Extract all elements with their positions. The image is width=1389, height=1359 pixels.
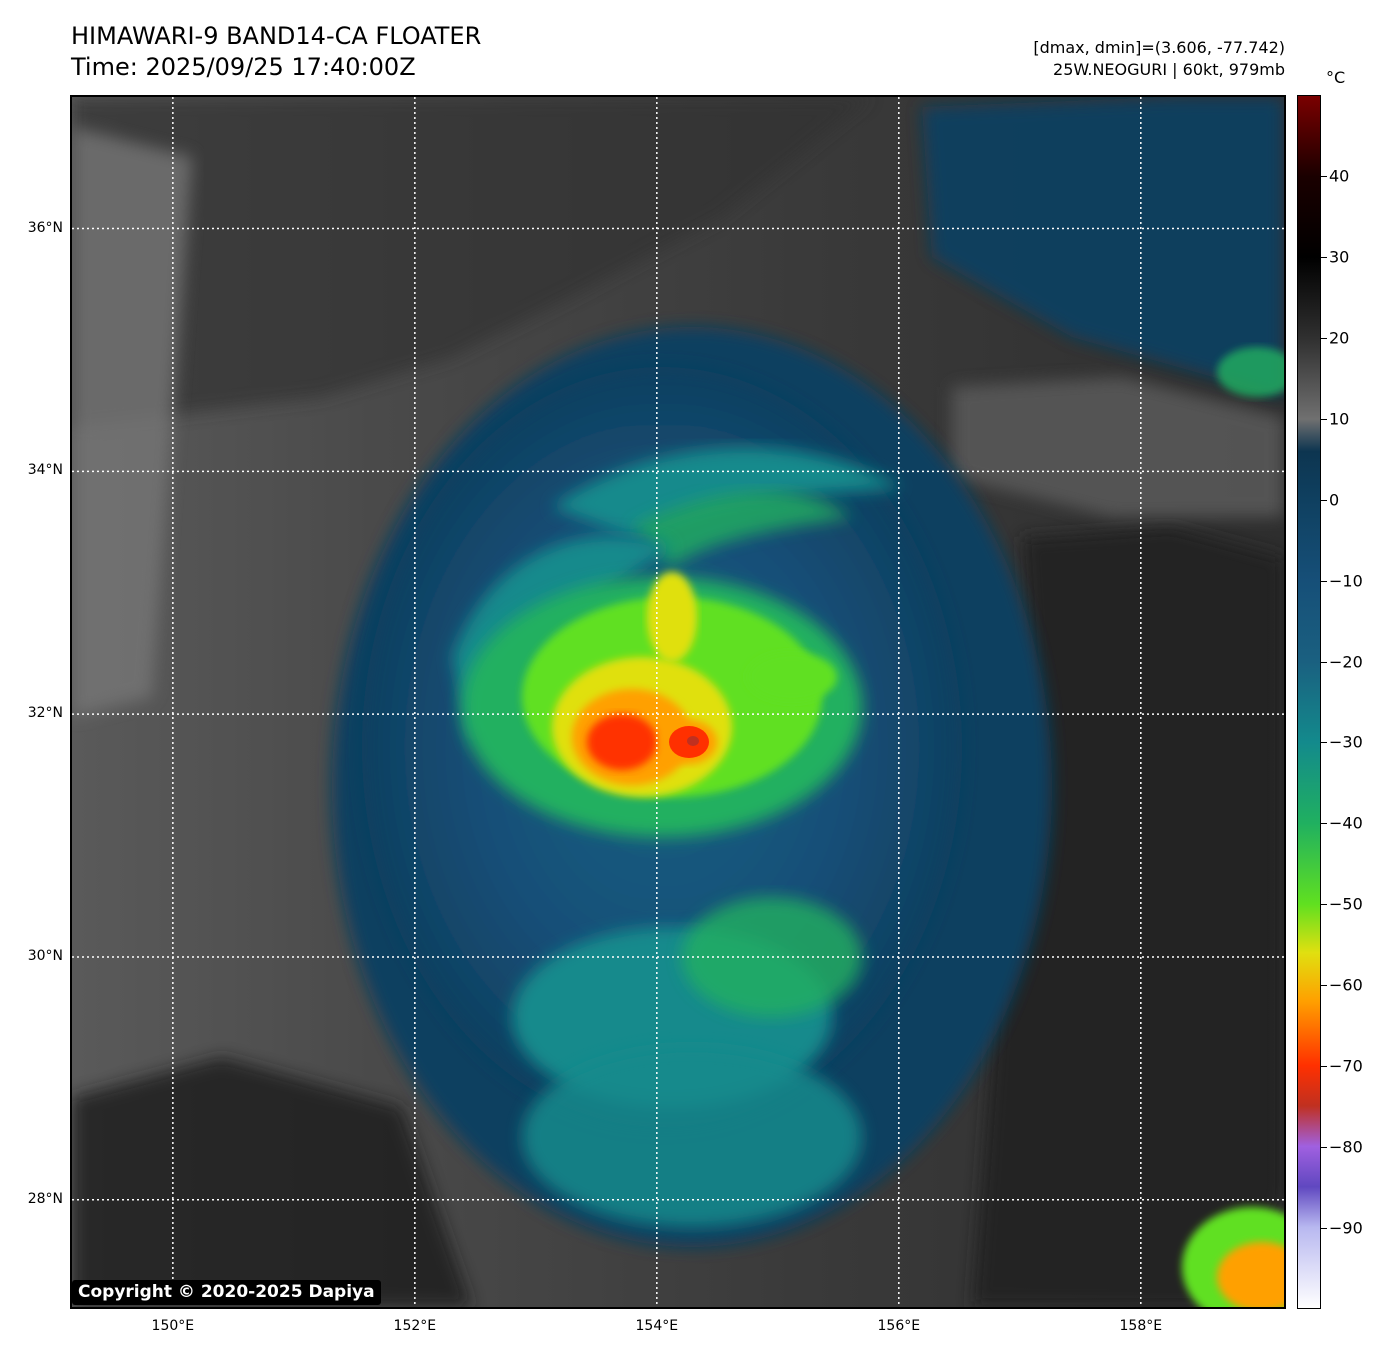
lat-tick-label: 32°N [27, 705, 63, 722]
storm-info-label: 25W.NEOGURI | 60kt, 979mb [1053, 60, 1285, 79]
lat-tick-label: 34°N [27, 462, 63, 479]
copyright-label: Copyright © 2020-2025 Dapiya [72, 1280, 381, 1305]
data-range-label: [dmax, dmin]=(3.606, -77.742) [1033, 38, 1285, 57]
lon-tick-label: 154°E [635, 1318, 679, 1334]
colorbar-tick [1321, 1228, 1327, 1230]
chart-title: HIMAWARI-9 BAND14-CA FLOATER [71, 22, 482, 50]
colorbar-tick-label: −90 [1329, 1218, 1363, 1238]
colorbar-tick-label: 0 [1329, 490, 1340, 510]
colorbar-tick [1321, 1147, 1327, 1149]
satellite-map [70, 95, 1286, 1309]
colorbar-tick [1321, 904, 1327, 906]
colorbar-tick-label: −40 [1329, 813, 1363, 833]
colorbar-tick [1321, 256, 1327, 258]
colorbar-tick-label: −80 [1329, 1137, 1363, 1157]
chart-time: Time: 2025/09/25 17:40:00Z [71, 53, 416, 81]
lon-tick-label: 158°E [1119, 1318, 1163, 1334]
lat-tick-label: 30°N [27, 947, 63, 964]
colorbar-tick-label: −10 [1329, 571, 1363, 591]
colorbar-tick [1321, 661, 1327, 663]
colorbar-tick-label: 40 [1329, 166, 1350, 186]
colorbar-tick [1321, 337, 1327, 339]
colorbar-tick-label: 10 [1329, 409, 1350, 429]
colorbar-tick [1321, 823, 1327, 825]
colorbar-tick [1321, 418, 1327, 420]
colorbar-unit: °C [1326, 68, 1346, 87]
satellite-imagery [72, 97, 1284, 1307]
colorbar-tick-label: −20 [1329, 652, 1363, 672]
colorbar-tick [1321, 1066, 1327, 1068]
lon-tick-label: 156°E [877, 1318, 921, 1334]
colorbar-tick [1321, 580, 1327, 582]
lon-tick-label: 152°E [393, 1318, 437, 1334]
graticule [72, 97, 1284, 1307]
colorbar-tick [1321, 175, 1327, 177]
colorbar-tick-label: −60 [1329, 975, 1363, 995]
colorbar-tick-label: −50 [1329, 894, 1363, 914]
colorbar-tick [1321, 499, 1327, 501]
lat-tick-label: 36°N [27, 219, 63, 236]
colorbar [1297, 95, 1321, 1309]
colorbar-tick-label: −30 [1329, 732, 1363, 752]
colorbar-tick-label: 30 [1329, 247, 1350, 267]
colorbar-tick [1321, 985, 1327, 987]
lat-tick-label: 28°N [27, 1190, 63, 1207]
colorbar-tick-label: −70 [1329, 1056, 1363, 1076]
lon-tick-label: 150°E [151, 1318, 195, 1334]
colorbar-tick [1321, 742, 1327, 744]
colorbar-tick-label: 20 [1329, 328, 1350, 348]
